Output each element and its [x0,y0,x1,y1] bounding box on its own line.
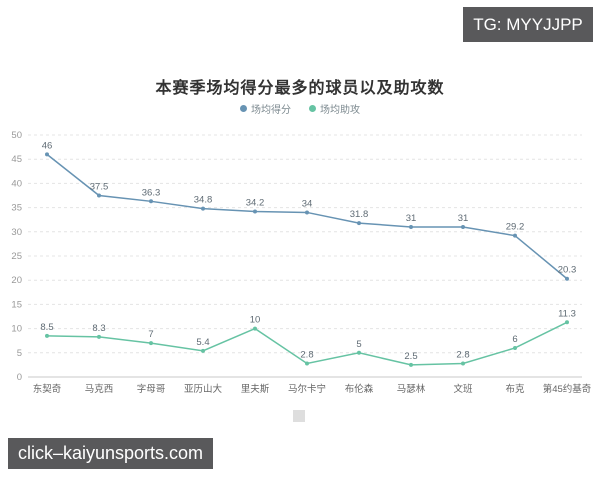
value-label: 11.3 [558,308,576,319]
value-label: 5 [356,339,361,350]
data-point[interactable] [305,361,309,366]
value-label: 6 [512,334,517,345]
data-point[interactable] [565,320,569,325]
legend-label: 场均得分 [251,105,291,116]
data-point[interactable] [461,224,465,229]
data-point[interactable] [253,326,257,331]
value-label: 10 [250,315,261,326]
data-point[interactable] [409,224,413,229]
y-tick-label: 30 [11,227,22,238]
data-point[interactable] [461,361,465,366]
data-point[interactable] [513,233,517,238]
x-category-label: 第45约基奇 [543,383,592,395]
x-category-label: 马尔卡宁 [288,383,326,395]
y-tick-label: 5 [17,348,22,359]
value-label: 8.5 [40,322,53,333]
value-label: 31 [406,213,417,224]
y-tick-label: 15 [11,299,22,310]
legend-item[interactable]: 场均助攻 [309,101,360,116]
data-point[interactable] [45,152,49,157]
value-label: 2.5 [404,351,417,362]
y-tick-label: 50 [11,130,22,141]
legend-dot-icon [240,105,247,112]
data-point[interactable] [45,333,49,338]
y-tick-label: 0 [17,372,22,383]
x-category-label: 字母哥 [137,383,166,395]
value-label: 34 [302,198,313,209]
data-point[interactable] [565,276,569,281]
value-label: 37.5 [90,182,109,193]
value-label: 7 [148,329,153,340]
site-watermark-badge: click–kaiyunsports.com [8,438,213,469]
legend-item[interactable]: 场均得分 [240,101,291,116]
data-point[interactable] [305,210,309,215]
legend-dot-icon [309,105,316,112]
image-placeholder-icon [293,410,305,422]
y-tick-label: 40 [11,178,22,189]
value-label: 46 [42,140,53,151]
y-tick-label: 20 [11,275,22,286]
data-point[interactable] [357,350,361,355]
value-label: 31 [458,213,469,224]
x-category-label: 马瑟林 [397,383,426,395]
x-category-label: 布伦森 [345,383,374,395]
y-tick-label: 45 [11,154,22,165]
value-label: 36.3 [142,187,161,198]
value-label: 5.4 [196,337,209,348]
value-label: 34.8 [194,195,213,206]
value-label: 31.8 [350,209,369,220]
data-point[interactable] [513,345,517,350]
chart-legend: 场均得分 场均助攻 [0,101,600,116]
data-point[interactable] [253,209,257,214]
value-label: 20.3 [558,265,577,276]
x-category-label: 布克 [505,383,525,395]
value-label: 29.2 [506,222,525,233]
data-point[interactable] [149,199,153,204]
legend-label: 场均助攻 [320,105,360,116]
value-label: 8.3 [92,323,105,334]
value-label: 2.8 [300,349,313,360]
value-label: 2.8 [456,349,469,360]
x-category-label: 东契奇 [33,383,62,395]
data-point[interactable] [97,334,101,339]
data-point[interactable] [97,193,101,198]
y-tick-label: 25 [11,251,22,262]
data-point[interactable] [149,341,153,346]
data-point[interactable] [409,362,413,367]
data-point[interactable] [201,206,205,211]
chart-title: 本赛季场均得分最多的球员以及助攻数 [155,80,445,97]
tg-watermark-badge: TG: MYYJJPP [463,7,593,42]
x-category-label: 文班 [453,383,473,395]
series-line [46,153,568,280]
x-category-label: 马克西 [85,384,114,395]
y-tick-label: 35 [11,203,22,214]
x-category-label: 里夫斯 [241,383,270,395]
value-label: 34.2 [246,197,265,208]
x-category-label: 亚历山大 [184,383,223,395]
y-tick-label: 10 [11,324,22,335]
data-point[interactable] [201,348,205,353]
data-point[interactable] [357,221,361,226]
